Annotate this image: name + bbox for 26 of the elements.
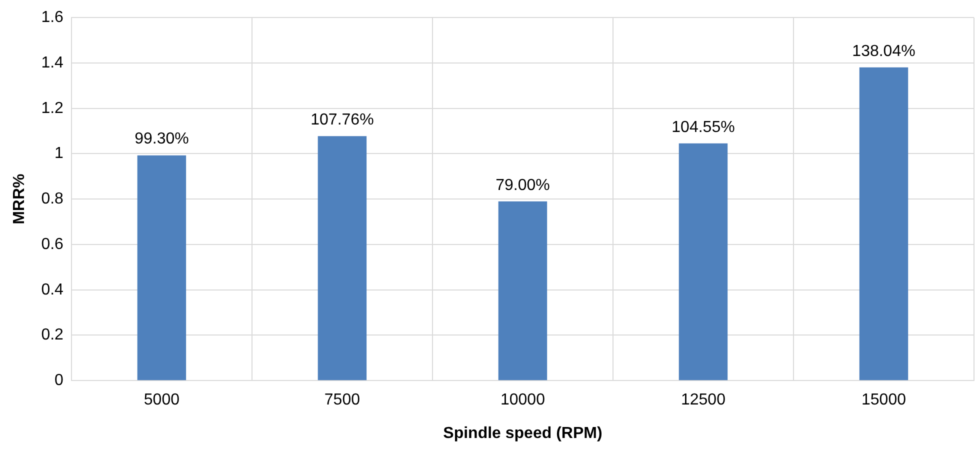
- data-label: 138.04%: [852, 42, 916, 60]
- y-tick-label: 0.8: [41, 190, 64, 208]
- x-axis-title: Spindle speed (RPM): [443, 424, 602, 442]
- y-tick-label: 1.4: [41, 54, 64, 72]
- y-tick-label: 0.6: [41, 236, 64, 253]
- data-label: 104.55%: [672, 118, 735, 136]
- bar: [498, 201, 548, 380]
- x-tick-label: 12500: [680, 392, 726, 409]
- y-tick-label: 0: [54, 372, 64, 390]
- bar: [859, 67, 908, 380]
- bar: [318, 136, 367, 380]
- y-tick-label: 0.4: [41, 281, 64, 298]
- bar: [678, 143, 728, 380]
- y-tick-label: 1.6: [41, 9, 64, 26]
- data-label: 99.30%: [134, 130, 189, 148]
- y-tick-label: 0.2: [41, 326, 64, 344]
- y-axis-title: MRR%: [11, 174, 28, 224]
- x-tick-label: 10000: [500, 392, 546, 409]
- data-label: 107.76%: [310, 112, 374, 129]
- x-tick-label: 15000: [861, 392, 906, 409]
- y-tick-label: 1: [54, 145, 64, 162]
- bar: [137, 155, 186, 380]
- x-tick-label: 7500: [324, 392, 360, 409]
- x-tick-label: 5000: [144, 392, 180, 409]
- data-label: 79.00%: [496, 176, 550, 194]
- y-tick-label: 1.2: [41, 100, 64, 117]
